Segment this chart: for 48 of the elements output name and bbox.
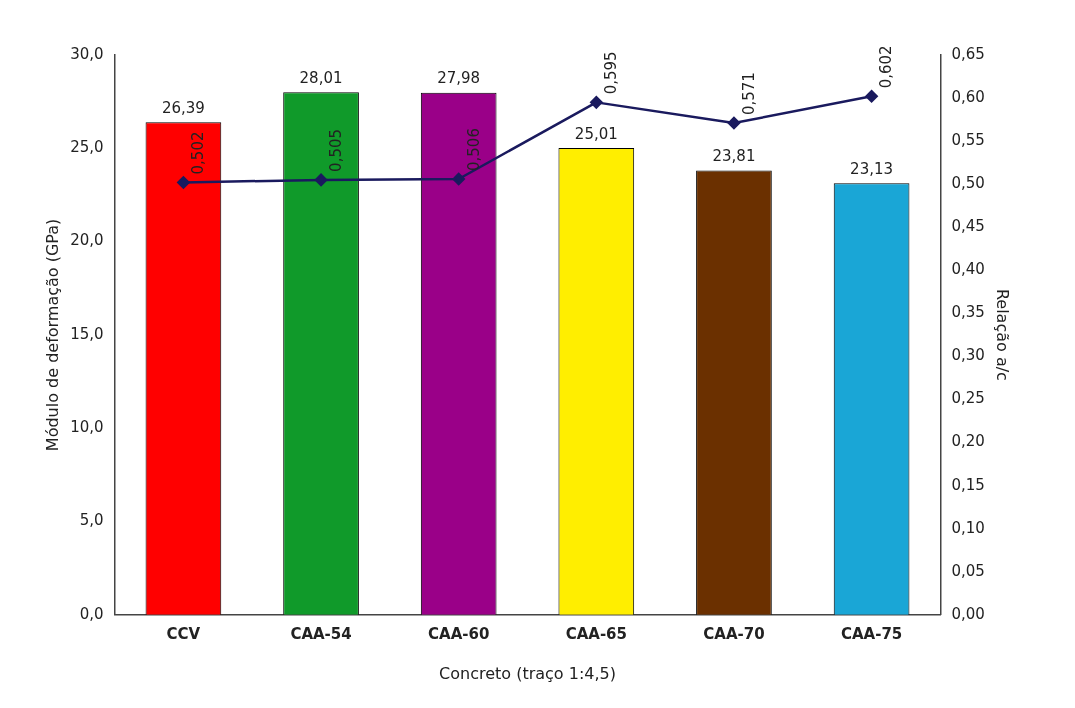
y2-tick-label: 0,30 (951, 346, 985, 365)
y2-tick-label: 0,05 (951, 561, 985, 580)
data-label: 0,602 (877, 45, 896, 89)
data-label: 26,39 (161, 98, 205, 117)
point (177, 176, 190, 189)
y2-tick-label: 0,50 (951, 174, 985, 193)
point (865, 90, 878, 103)
data-label: 0,505 (326, 128, 345, 172)
x-tick-label: CCV (166, 624, 201, 643)
y-tick-label: 15,0 (70, 324, 104, 343)
x-tick-label: CAA-70 (703, 624, 765, 643)
y-tick-label: 30,0 (70, 44, 104, 63)
y2-tick-label: 0,00 (951, 604, 985, 623)
y-tick-label: 5,0 (79, 511, 104, 530)
x-tick-label: CAA-75 (840, 624, 903, 643)
y2-tick-label: 0,65 (951, 44, 985, 63)
x-tick-label: CAA-60 (428, 624, 490, 643)
y2-tick-label: 0,35 (951, 303, 985, 322)
point (452, 172, 465, 186)
y2-tick-label: 0,40 (951, 260, 985, 279)
y2-tick-label: 0,25 (951, 389, 985, 408)
data-label: 23,81 (712, 146, 756, 165)
data-label: 0,506 (464, 128, 483, 172)
y2-axis-title: Relação a/c (993, 288, 1013, 381)
data-label: 25,01 (574, 124, 618, 143)
point (314, 173, 328, 187)
y2-tick-label: 0,55 (951, 131, 985, 150)
y-axis-title: Módulo de deformação (GPa) (42, 218, 62, 452)
data-label: 28,01 (299, 68, 343, 87)
data-label: 0,502 (189, 131, 208, 175)
y-tick-label: 0,0 (79, 604, 104, 623)
data-label: 0,595 (602, 51, 621, 95)
y2-tick-label: 0,20 (951, 432, 985, 451)
y-tick-label: 10,0 (70, 418, 104, 437)
data-label: 0,571 (739, 72, 758, 116)
data-label: 23,13 (850, 159, 894, 178)
data-label: 27,98 (437, 69, 481, 88)
y2-tick-label: 0,15 (951, 475, 985, 494)
x-axis-title: Concreto (traço 1:4,5) (439, 663, 616, 683)
y2-tick-label: 0,60 (951, 87, 985, 106)
y-tick-label: 20,0 (70, 231, 104, 250)
point (590, 96, 603, 109)
x-tick-label: CAA-65 (565, 624, 627, 643)
y2-tick-label: 0,45 (951, 217, 985, 236)
y2-tick-label: 0,10 (951, 518, 985, 537)
y-tick-label: 25,0 (70, 138, 104, 157)
x-tick-label: CAA-54 (290, 624, 352, 643)
point (727, 116, 741, 130)
